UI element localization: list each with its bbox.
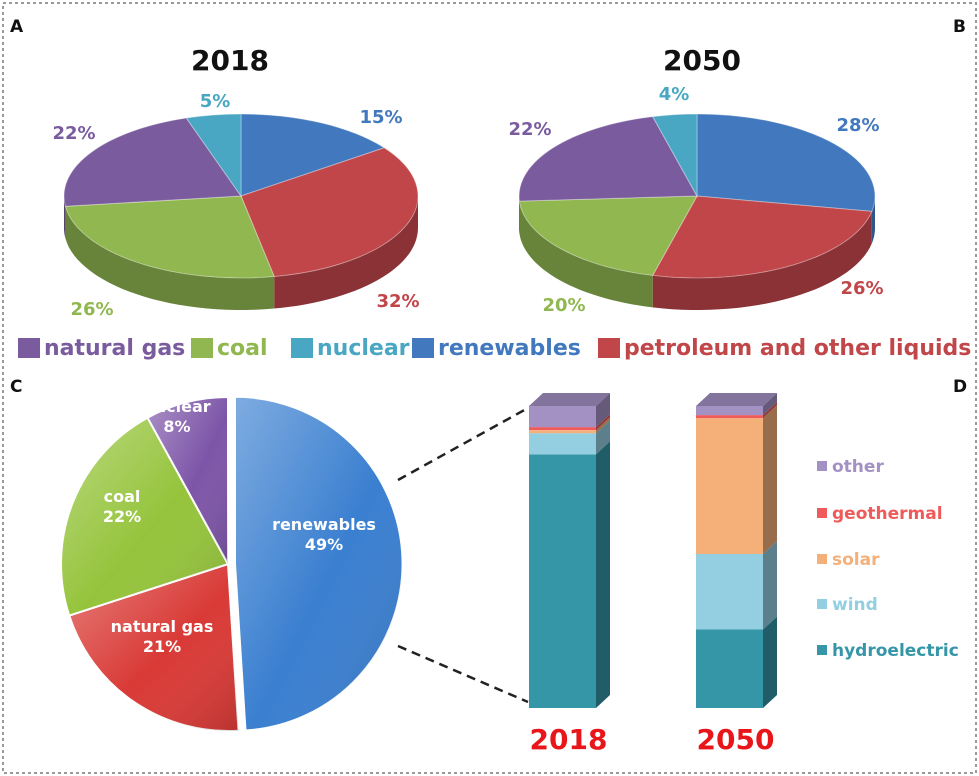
pie-2018-slice-natural-gas bbox=[63, 117, 242, 207]
legend-label-petroleum-and-other-liquids: petroleum and other liquids bbox=[624, 336, 971, 361]
bar-side-2018-solar bbox=[596, 417, 610, 434]
bar-side-2050-hydroelectric bbox=[763, 616, 777, 708]
electricity-label-coal: coal bbox=[104, 487, 141, 506]
renewables-legend-swatch-other bbox=[817, 461, 827, 471]
electricity-slice-shine-renewables bbox=[235, 396, 403, 731]
bar-side-2018-geothermal bbox=[596, 414, 610, 431]
bar-2050-geothermal bbox=[696, 415, 763, 419]
pie-2050-slice-coal bbox=[518, 195, 698, 276]
pie-2018-slice-renewables bbox=[240, 113, 386, 197]
bar-2050-wind bbox=[696, 554, 763, 630]
bar-top-2050 bbox=[696, 393, 777, 406]
bar-side-2018-hydroelectric bbox=[596, 441, 610, 708]
pie-2018-side-coal bbox=[65, 206, 275, 310]
pie-2018: 15% 32% 26% 22% 5% bbox=[52, 91, 419, 320]
renewables-legend-swatch-wind bbox=[817, 599, 827, 609]
bar-side-2050-wind bbox=[763, 541, 777, 630]
bar-category-2050: 2050 bbox=[697, 723, 775, 756]
pie-2050-slice-nuclear bbox=[651, 113, 698, 198]
panel-letter-d: D bbox=[953, 377, 967, 397]
legend-label-coal: coal bbox=[217, 336, 268, 361]
pie-2018-title: 2018 bbox=[191, 44, 269, 77]
bar-category-2018: 2018 bbox=[530, 723, 608, 756]
pie-2050-slice-natural-gas bbox=[518, 116, 698, 202]
pie-2018-slice-coal bbox=[64, 195, 275, 279]
energy-legend: natural gas coal nuclear renewables petroleu… bbox=[18, 336, 971, 361]
zoom-connectors bbox=[397, 406, 529, 704]
pie-2018-side-petroleum-and-other-liquids bbox=[274, 196, 418, 309]
legend-swatch-renewables bbox=[412, 338, 434, 358]
panel-letter-a: A bbox=[10, 17, 24, 37]
legend-swatch-nuclear bbox=[291, 338, 313, 358]
legend-label-nuclear: nuclear bbox=[317, 336, 410, 361]
pie-2050-title: 2050 bbox=[663, 44, 741, 77]
pie-2050-slice-renewables bbox=[696, 113, 876, 212]
renewables-legend: other geothermal solar wind hydroelectric bbox=[817, 457, 959, 661]
electricity-slice-shine-natural-gas bbox=[69, 564, 239, 732]
renewables-legend-swatch-geothermal bbox=[817, 508, 827, 518]
pie-2018-label-petroleum-and-other-liquids: 32% bbox=[376, 291, 419, 312]
electricity-label-natural-gas: natural gas bbox=[111, 617, 214, 636]
connector-top bbox=[397, 406, 529, 482]
electricity-value-coal: 22% bbox=[103, 507, 141, 526]
panel-letter-c: C bbox=[10, 377, 22, 397]
bar-2050-other bbox=[696, 406, 763, 416]
electricity-value-nuclear: 8% bbox=[163, 417, 190, 436]
electricity-value-natural-gas: 21% bbox=[143, 637, 181, 656]
renewables-legend-label-wind: wind bbox=[832, 595, 878, 615]
renewables-legend-label-geothermal: geothermal bbox=[832, 504, 943, 524]
legend-swatch-natural-gas bbox=[18, 338, 40, 358]
bar-side-2050-other bbox=[763, 393, 777, 416]
legend-label-natural-gas: natural gas bbox=[44, 336, 185, 361]
pie-2050-slice-petroleum-and-other-liquids bbox=[651, 195, 873, 279]
renewables-legend-label-hydroelectric: hydroelectric bbox=[832, 641, 959, 661]
bar-2018-geothermal bbox=[529, 427, 596, 431]
connector-bottom bbox=[397, 644, 529, 704]
pie-2018-side-natural-gas bbox=[64, 196, 66, 239]
pie-2018-label-nuclear: 5% bbox=[200, 91, 231, 112]
pie-2018-label-renewables: 15% bbox=[359, 107, 402, 128]
bar-2018-other bbox=[529, 406, 596, 428]
bar-2050-solar bbox=[696, 418, 763, 554]
pie-2018-slice-nuclear bbox=[185, 113, 242, 198]
pie-2018-label-natural-gas: 22% bbox=[52, 123, 95, 144]
renewables-legend-swatch-solar bbox=[817, 554, 827, 564]
bar-side-2050-solar bbox=[763, 405, 777, 554]
bar-side-2050-geothermal bbox=[763, 402, 777, 419]
renewables-legend-swatch-hydroelectric bbox=[817, 645, 827, 655]
pie-2050-side-petroleum-and-other-liquids bbox=[652, 211, 872, 310]
electricity-value-renewables: 49% bbox=[305, 535, 343, 554]
legend-label-renewables: renewables bbox=[438, 336, 581, 361]
bar-2018-solar bbox=[529, 430, 596, 434]
bar-top-2018 bbox=[529, 393, 610, 406]
pie-2050-label-nuclear: 4% bbox=[659, 84, 690, 105]
electricity-slice-shine-nuclear bbox=[147, 397, 228, 564]
renewables-legend-label-other: other bbox=[832, 457, 884, 477]
pie-2050: 28% 26% 20% 22% 4% bbox=[508, 84, 883, 316]
pie-2018-label-coal: 26% bbox=[70, 299, 113, 320]
bar-side-2018-other bbox=[596, 393, 610, 428]
panel-letter-b: B bbox=[953, 17, 966, 37]
pie-2018-slice-petroleum-and-other-liquids bbox=[240, 147, 419, 278]
electricity-slice-shine-coal bbox=[61, 417, 229, 616]
bar-2018-wind bbox=[529, 433, 596, 455]
legend-swatch-petroleum-and-other-liquids bbox=[598, 338, 620, 358]
pie-2050-label-coal: 20% bbox=[542, 295, 585, 316]
bar-2018-hydroelectric bbox=[529, 454, 596, 708]
electricity-label-renewables: renewables bbox=[272, 515, 376, 534]
legend-swatch-coal bbox=[191, 338, 213, 358]
pie-2050-label-renewables: 28% bbox=[836, 115, 879, 136]
renewables-legend-label-solar: solar bbox=[832, 550, 880, 570]
pie-2050-side-coal bbox=[519, 201, 653, 308]
electricity-label-nuclear: nuclear bbox=[143, 397, 210, 416]
bar-side-2018-wind bbox=[596, 420, 610, 455]
renewables-breakdown-bars: 2018 2050 bbox=[529, 393, 777, 756]
pie-2050-label-petroleum-and-other-liquids: 26% bbox=[840, 278, 883, 299]
pie-2050-label-natural-gas: 22% bbox=[508, 119, 551, 140]
pie-2050-side-renewables bbox=[871, 196, 875, 244]
bar-2050-hydroelectric bbox=[696, 629, 763, 708]
